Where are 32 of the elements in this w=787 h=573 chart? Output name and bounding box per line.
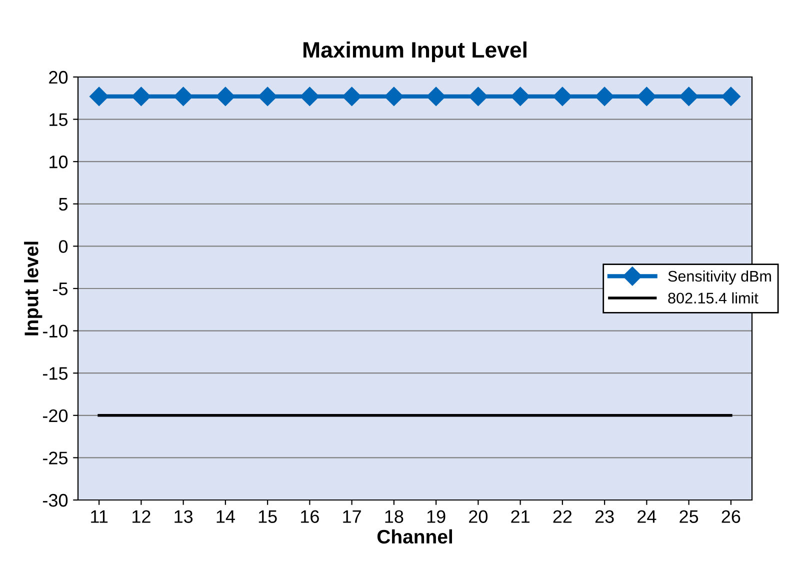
y-tick-label: -5 — [53, 282, 68, 296]
x-tick-label: 18 — [385, 510, 404, 523]
x-tick-label: 13 — [174, 510, 193, 523]
x-tick-label: 15 — [258, 510, 277, 523]
y-axis-title: Input level — [24, 242, 42, 336]
legend-label: Sensitivity dBm — [668, 270, 771, 285]
x-tick-label: 17 — [343, 510, 361, 523]
y-tick-label: -30 — [42, 494, 68, 507]
x-tick-label: 21 — [511, 510, 530, 523]
chart-title: Maximum Input Level — [304, 41, 526, 62]
x-tick-label: 16 — [301, 510, 319, 523]
x-tick-label: 12 — [132, 510, 150, 523]
y-tick-label: -10 — [42, 324, 68, 338]
x-tick-label: 22 — [553, 510, 572, 523]
x-tick-label: 20 — [469, 510, 488, 523]
y-tick-label: -25 — [42, 452, 68, 464]
y-tick-label: 20 — [49, 70, 68, 84]
y-tick-label: -20 — [42, 409, 68, 422]
x-tick-label: 25 — [680, 510, 698, 523]
x-tick-label: 19 — [427, 510, 446, 523]
legend-label: 802.15.4 limit — [668, 292, 758, 304]
x-tick-label: 23 — [595, 510, 614, 523]
x-tick-label: 14 — [216, 510, 235, 523]
y-tick-label: 10 — [50, 156, 68, 168]
x-tick-label: 24 — [638, 510, 656, 523]
x-axis-title: Channel — [377, 529, 452, 544]
y-tick-label: 5 — [58, 198, 68, 211]
y-tick-label: -15 — [42, 367, 68, 380]
y-tick-label: 15 — [50, 113, 68, 126]
x-tick-label: 11 — [91, 510, 108, 523]
y-tick-label: 0 — [58, 240, 68, 253]
x-tick-label: 26 — [722, 510, 740, 523]
